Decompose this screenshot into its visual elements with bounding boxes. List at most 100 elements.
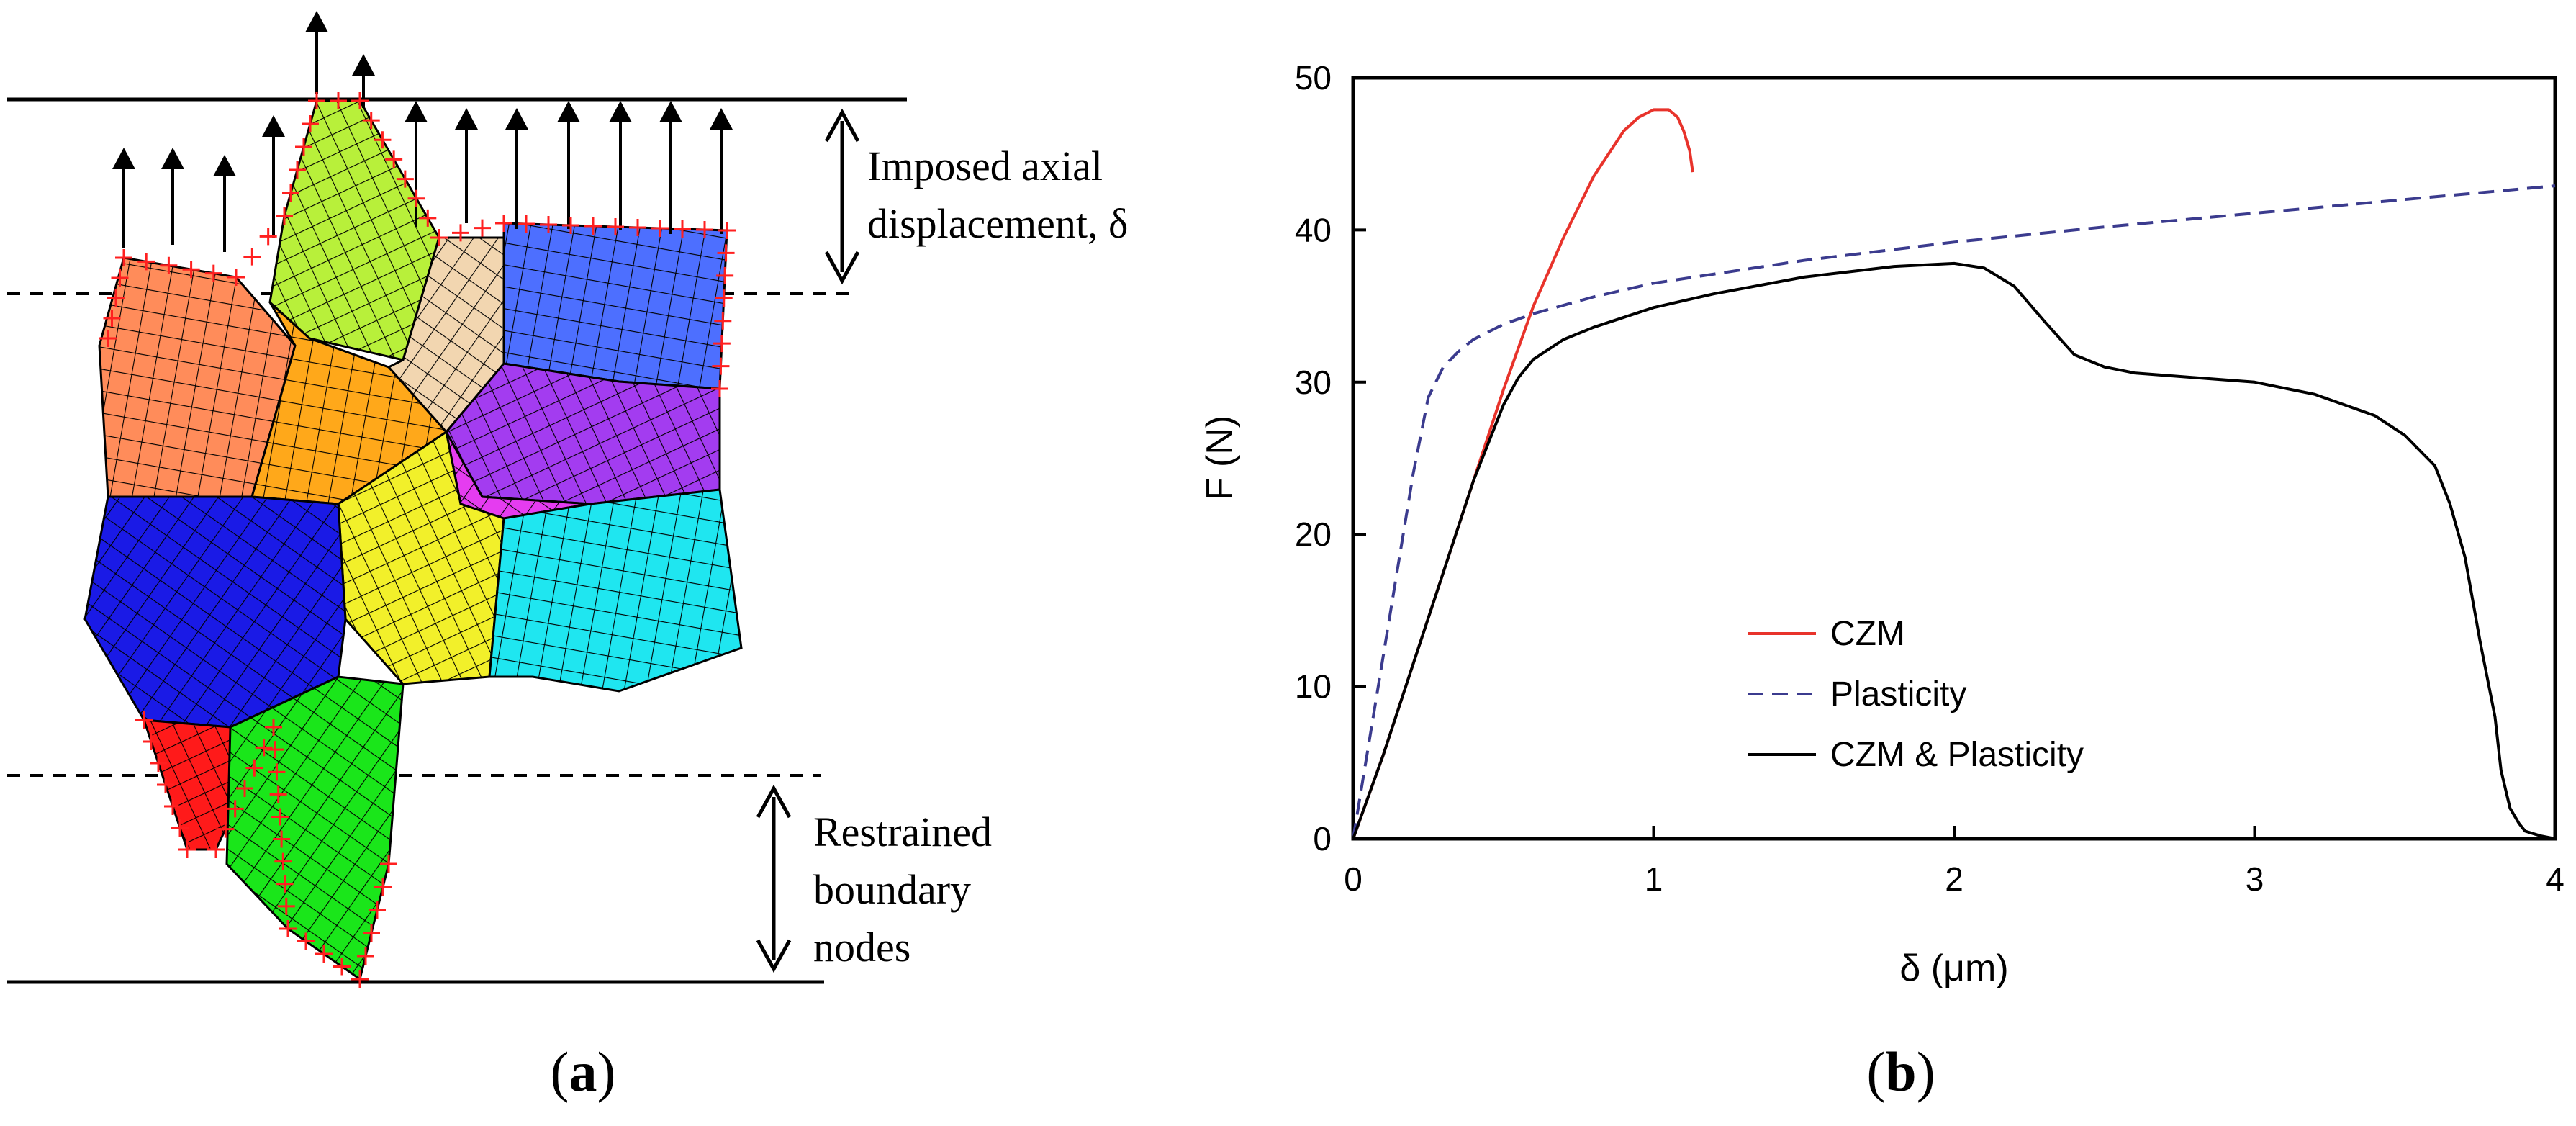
series-line-plasticity	[1352, 184, 2556, 839]
node-marker	[584, 217, 602, 235]
node-marker	[207, 841, 225, 858]
node-marker	[333, 958, 351, 976]
node-marker	[269, 785, 287, 803]
node-marker	[274, 852, 292, 870]
node-marker	[385, 150, 403, 168]
node-marker	[276, 207, 293, 225]
node-marker	[226, 800, 244, 818]
node-marker	[217, 820, 235, 838]
arrow-head	[352, 54, 375, 76]
grain-mesh-3	[389, 238, 504, 432]
node-marker	[204, 264, 222, 282]
legend-label: Plasticity	[1830, 675, 1966, 713]
node-marker	[245, 759, 263, 777]
node-marker	[255, 739, 273, 757]
node-marker	[363, 924, 380, 942]
node-marker	[351, 92, 369, 109]
node-marker	[474, 219, 491, 237]
node-marker	[717, 244, 735, 262]
node-marker	[715, 289, 733, 307]
y-tick-label: 30	[1295, 364, 1332, 401]
grain-mesh-7	[252, 302, 446, 504]
legend-label: CZM & Plasticity	[1830, 736, 2084, 774]
arrow-head	[557, 101, 580, 122]
restrained-label-line3: nodes	[813, 924, 910, 970]
plot-frame	[1351, 76, 2557, 841]
x-tick-label: 3	[2246, 860, 2264, 898]
node-marker	[157, 776, 174, 793]
y-tick-label: 10	[1295, 668, 1332, 706]
node-marker	[711, 380, 728, 397]
x-axis-label: δ (μm)	[1899, 947, 2008, 989]
x-tick-label: 1	[1645, 860, 1663, 898]
node-marker	[282, 184, 299, 202]
mesh-grains	[83, 99, 743, 981]
node-marker	[430, 229, 448, 246]
node-marker	[289, 161, 306, 179]
arrow-head	[305, 11, 328, 32]
node-marker	[674, 220, 691, 238]
node-marker	[276, 875, 294, 893]
node-marker	[150, 755, 167, 772]
node-marker	[279, 920, 297, 937]
x-tick-label: 4	[2546, 860, 2564, 898]
node-marker	[369, 901, 386, 919]
grain-mesh-9	[85, 497, 345, 727]
x-tick-label: 0	[1344, 860, 1362, 898]
panel-b-caption: (b)	[1866, 1040, 1935, 1103]
arrow-head	[161, 148, 184, 169]
node-marker	[518, 215, 535, 233]
node-marker	[607, 218, 624, 235]
node-marker	[308, 92, 325, 109]
restrained-label-line1: Restrained	[813, 809, 992, 855]
node-marker	[182, 261, 200, 279]
node-marker	[419, 209, 437, 227]
node-marker	[143, 733, 160, 750]
panel-a-mesh-diagram: Imposed axial displacement, δ Restrained…	[7, 11, 1128, 1103]
node-marker	[99, 330, 117, 347]
grain-mesh-4	[504, 223, 727, 389]
arrow-head	[405, 101, 428, 122]
node-marker	[273, 830, 291, 848]
node-marker	[236, 780, 253, 797]
arrow-head	[213, 155, 236, 176]
grain-mesh-8	[338, 432, 504, 684]
node-marker	[374, 878, 392, 896]
node-marker	[302, 115, 319, 132]
node-marker	[716, 266, 734, 284]
arrow-head	[659, 101, 682, 122]
node-marker	[107, 289, 125, 307]
node-marker	[111, 269, 129, 287]
arrow-head	[505, 108, 528, 130]
node-marker	[160, 256, 178, 274]
node-marker	[495, 215, 512, 232]
grain-mesh-1	[99, 258, 295, 497]
node-marker	[315, 945, 333, 963]
node-marker	[227, 269, 245, 286]
node-marker	[351, 970, 369, 988]
node-marker	[362, 112, 380, 130]
chart-legend: CZM Plasticity CZM & Plasticity	[1748, 615, 2084, 774]
arrow-head	[710, 108, 733, 130]
node-marker	[330, 92, 347, 109]
node-marker	[268, 763, 286, 781]
x-tick-label: 2	[1945, 860, 1963, 898]
grain-mesh-2	[270, 101, 439, 360]
node-marker	[271, 808, 289, 826]
grain-mesh-10	[489, 490, 741, 691]
node-marker	[243, 248, 261, 266]
grain-mesh-5	[446, 364, 720, 504]
node-marker	[718, 222, 736, 239]
node-marker	[135, 711, 153, 729]
node-marker	[540, 216, 557, 233]
node-marker	[137, 253, 155, 271]
series-line-czm-plasticity	[1352, 261, 2556, 840]
node-marker	[265, 719, 282, 736]
grain-mesh-12	[227, 677, 403, 979]
y-tick-label: 40	[1295, 211, 1332, 248]
y-tick-label: 50	[1295, 59, 1332, 96]
arrow-head	[262, 115, 285, 137]
grain-mesh-6	[446, 432, 590, 518]
